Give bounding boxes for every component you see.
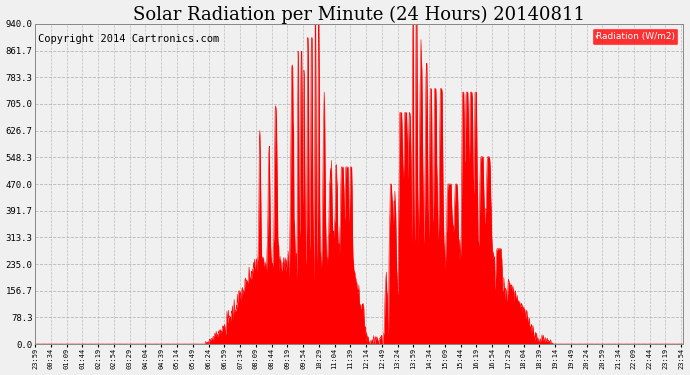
Legend: Radiation (W/m2): Radiation (W/m2) — [592, 28, 678, 45]
Text: Copyright 2014 Cartronics.com: Copyright 2014 Cartronics.com — [39, 34, 219, 44]
Title: Solar Radiation per Minute (24 Hours) 20140811: Solar Radiation per Minute (24 Hours) 20… — [133, 6, 585, 24]
